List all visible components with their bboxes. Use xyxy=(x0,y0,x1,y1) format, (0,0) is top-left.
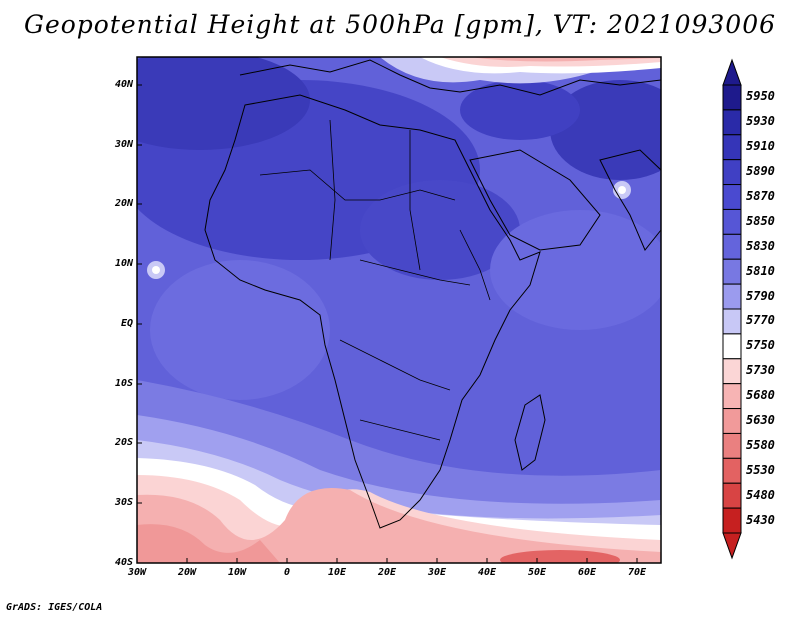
lon-label: 70E xyxy=(627,567,647,578)
lat-label: 20S xyxy=(114,437,133,448)
colorbar-level-label: 5530 xyxy=(746,462,775,477)
colorbar-level-label: 5870 xyxy=(746,189,775,203)
lon-label: 0 xyxy=(283,567,291,578)
colorbar-swatch xyxy=(722,84,742,111)
lat-label: 10N xyxy=(114,258,133,269)
colorbar-swatch xyxy=(722,383,742,410)
colorbar-swatch xyxy=(722,184,742,210)
colorbar-swatch xyxy=(722,408,742,434)
colorbar-level-label: 5480 xyxy=(746,487,775,502)
colorbar-swatch xyxy=(722,358,742,385)
colorbar-swatch xyxy=(722,482,742,509)
colorbar-level-label: 5790 xyxy=(746,288,775,303)
lon-label: 10E xyxy=(327,567,347,578)
colorbar-level-label: 5910 xyxy=(746,139,775,154)
colorbar-swatch xyxy=(722,457,742,484)
colorbar-swatch xyxy=(722,134,742,161)
lon-label: 50E xyxy=(527,567,547,578)
colorbar-swatch xyxy=(722,208,742,235)
colorbar-level-label: 5830 xyxy=(746,238,775,253)
colorbar-level-label: 5930 xyxy=(746,114,775,129)
colorbar-level-label: 5850 xyxy=(746,213,775,228)
colorbar-top-arrow xyxy=(722,58,742,86)
lat-label: 30N xyxy=(114,139,133,150)
lon-label: 30E xyxy=(427,567,447,578)
colorbar-swatch xyxy=(722,432,742,459)
map-frame xyxy=(136,56,662,564)
colorbar-level-label: 5630 xyxy=(746,413,775,427)
colorbar-swatch xyxy=(722,258,742,285)
colorbar-level-label: 5680 xyxy=(746,388,775,403)
colorbar-swatch xyxy=(722,233,742,260)
height-field xyxy=(137,57,661,563)
colorbar-level-label: 5430 xyxy=(746,512,775,527)
colorbar-swatch xyxy=(722,507,742,534)
lon-label: 10W xyxy=(227,567,247,578)
lat-label: 20N xyxy=(114,198,133,209)
colorbar-level-label: 5730 xyxy=(746,363,775,378)
lat-label: 10S xyxy=(114,378,133,389)
credit-text: GrADS: IGES/COLA xyxy=(6,602,103,613)
lon-label: 40E xyxy=(477,567,497,578)
colorbar-level-label: 5950 xyxy=(746,89,775,104)
lat-label: 30S xyxy=(114,497,133,508)
colorbar-level-label: 5750 xyxy=(746,338,775,353)
colorbar-swatch xyxy=(722,159,742,186)
colorbar-swatch xyxy=(722,283,742,310)
lat-label: 40S xyxy=(114,557,133,568)
colorbar-swatch xyxy=(722,333,742,360)
colorbar-level-label: 5770 xyxy=(746,313,775,328)
lon-label: 30W xyxy=(127,567,147,578)
lon-label: 60E xyxy=(577,567,597,578)
lat-label: 40N xyxy=(114,79,133,90)
colorbar-level-label: 5890 xyxy=(746,164,775,179)
lon-label: 20W xyxy=(177,567,197,578)
colorbar-level-label: 5810 xyxy=(746,263,775,278)
map-title: Geopotential Height at 500hPa [gpm], VT:… xyxy=(23,10,777,39)
lat-label: EQ xyxy=(120,318,133,329)
colorbar-swatch xyxy=(722,109,742,136)
lon-label: 20E xyxy=(377,567,397,578)
colorbar-bottom-arrow xyxy=(722,532,742,560)
colorbar xyxy=(722,58,742,560)
colorbar-level-label: 5580 xyxy=(746,437,775,452)
colorbar-swatch xyxy=(722,308,742,335)
